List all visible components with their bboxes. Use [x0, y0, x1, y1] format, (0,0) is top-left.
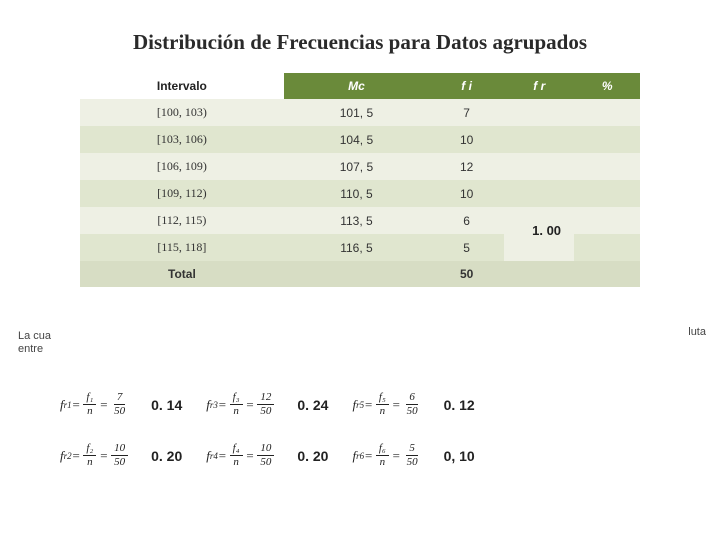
- col-header-pct: %: [574, 73, 640, 99]
- cell-mc: 101, 5: [284, 99, 429, 126]
- formula-result: 0. 20: [297, 448, 328, 464]
- formula: fr1 = f₁n = 750: [60, 392, 131, 417]
- formula: fr4 = f₄n = 1050: [206, 443, 277, 468]
- cell-pct: [574, 153, 640, 180]
- formula: fr2 = f₂n = 1050: [60, 443, 131, 468]
- cell-pct: [574, 126, 640, 153]
- note-text: La cua: [18, 330, 51, 342]
- cell-fr: [504, 153, 574, 180]
- formula-row: fr2 = f₂n = 1050 0. 20 fr4 = f₄n = 1050 …: [60, 443, 660, 468]
- cell-fi: 12: [429, 153, 504, 180]
- cell-empty: [284, 261, 429, 287]
- cell-fi: 5: [429, 234, 504, 261]
- cell-interval: [100, 103): [80, 99, 284, 126]
- cell-fr: [504, 99, 574, 126]
- table-row: [112, 115) 113, 5 6 1. 00: [80, 207, 640, 234]
- formula-result: 0. 14: [151, 397, 182, 413]
- fr-sum-value: 1. 00: [532, 223, 561, 238]
- table-row: [100, 103) 101, 5 7: [80, 99, 640, 126]
- cell-mc: 113, 5: [284, 207, 429, 234]
- partial-note-right: luta: [688, 326, 706, 338]
- cell-empty: [574, 261, 640, 287]
- formula: fr5 = f₅n = 650: [352, 392, 423, 417]
- cell-interval: [106, 109): [80, 153, 284, 180]
- formula-result: 0. 12: [444, 397, 475, 413]
- note-text: entre: [18, 343, 43, 355]
- cell-mc: 116, 5: [284, 234, 429, 261]
- cell-fr: [504, 180, 574, 207]
- formula: fr6 = f₆n = 550: [352, 443, 423, 468]
- cell-interval: [115, 118]: [80, 234, 284, 261]
- slide-title: Distribución de Frecuencias para Datos a…: [50, 30, 670, 55]
- table-total-row: Total 50: [80, 261, 640, 287]
- formula-result: 0, 10: [444, 448, 475, 464]
- table-row: [106, 109) 107, 5 12: [80, 153, 640, 180]
- cell-fi: 6: [429, 207, 504, 234]
- frequency-table: Intervalo Mc f i f r % [100, 103) 101, 5…: [80, 73, 640, 287]
- cell-mc: 110, 5: [284, 180, 429, 207]
- table-row: [109, 112) 110, 5 10: [80, 180, 640, 207]
- col-header-interval: Intervalo: [80, 73, 284, 99]
- cell-empty: [504, 261, 574, 287]
- formula: fr3 = f₃n = 1250: [206, 392, 277, 417]
- col-header-fi: f i: [429, 73, 504, 99]
- col-header-fr: f r: [504, 73, 574, 99]
- formulas-block: fr1 = f₁n = 750 0. 14 fr3 = f₃n = 1250 0…: [60, 392, 660, 494]
- formula-result: 0. 24: [297, 397, 328, 413]
- cell-fr-sum: 1. 00: [504, 207, 574, 261]
- partial-note-left: La cua entre: [18, 330, 51, 356]
- cell-fi: 7: [429, 99, 504, 126]
- cell-mc: 107, 5: [284, 153, 429, 180]
- cell-total-label: Total: [80, 261, 284, 287]
- cell-pct: [574, 99, 640, 126]
- slide: Distribución de Frecuencias para Datos a…: [0, 0, 720, 540]
- table-row: [103, 106) 104, 5 10: [80, 126, 640, 153]
- cell-mc: 104, 5: [284, 126, 429, 153]
- cell-interval: [112, 115): [80, 207, 284, 234]
- cell-pct: [574, 234, 640, 261]
- cell-pct: [574, 180, 640, 207]
- cell-interval: [109, 112): [80, 180, 284, 207]
- cell-fr: [504, 126, 574, 153]
- formula-row: fr1 = f₁n = 750 0. 14 fr3 = f₃n = 1250 0…: [60, 392, 660, 417]
- cell-fi: 10: [429, 180, 504, 207]
- col-header-mc: Mc: [284, 73, 429, 99]
- cell-fi: 10: [429, 126, 504, 153]
- cell-total-fi: 50: [429, 261, 504, 287]
- formula-result: 0. 20: [151, 448, 182, 464]
- cell-pct: [574, 207, 640, 234]
- cell-interval: [103, 106): [80, 126, 284, 153]
